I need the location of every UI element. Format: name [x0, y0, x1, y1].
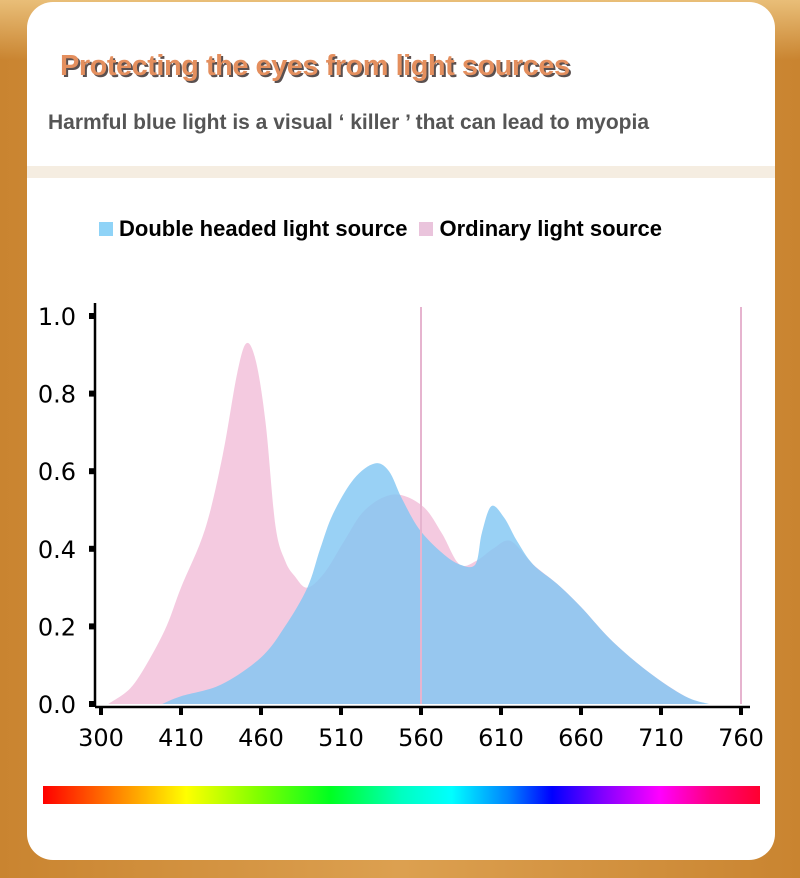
- x-tick-label: 410: [158, 724, 204, 752]
- x-tick-mark: [739, 707, 743, 715]
- legend-swatch-blue: [99, 222, 113, 236]
- x-tick-mark: [259, 707, 263, 715]
- color-spectrum-bar: [43, 786, 760, 804]
- y-tick-mark: [89, 623, 95, 630]
- y-tick-label: 1.0: [38, 303, 76, 331]
- x-tick-mark: [579, 707, 583, 715]
- x-tick-label: 460: [238, 724, 284, 752]
- legend-label: Double headed light source: [119, 216, 408, 241]
- legend-swatch-pink: [419, 222, 434, 236]
- chart-legend: Double headed light source Ordinary ligh…: [99, 216, 674, 242]
- x-tick-label: 300: [78, 724, 124, 752]
- x-tick-label: 610: [478, 724, 524, 752]
- y-tick-label: 0.4: [38, 536, 76, 564]
- x-tick-label: 710: [638, 724, 684, 752]
- y-tick-mark: [89, 390, 95, 397]
- legend-item-double-headed: Double headed light source: [99, 216, 407, 242]
- legend-label: Ordinary light source: [439, 216, 662, 241]
- x-tick-label: 760: [718, 724, 764, 752]
- x-tick-mark: [179, 707, 183, 715]
- y-tick-label: 0.6: [38, 458, 76, 486]
- y-tick-mark: [89, 701, 95, 707]
- x-tick-mark: [659, 707, 663, 715]
- legend-item-ordinary: Ordinary light source: [419, 216, 662, 242]
- y-tick-label: 0.8: [38, 381, 76, 409]
- y-tick-mark: [89, 313, 95, 319]
- y-tick-label: 0.0: [38, 691, 76, 719]
- info-card: Protecting the eyes from light sources H…: [27, 2, 775, 860]
- x-tick-mark: [99, 707, 103, 715]
- divider-band: [27, 166, 775, 178]
- x-tick-mark: [339, 707, 343, 715]
- page-title: Protecting the eyes from light sources: [60, 50, 570, 82]
- x-tick-mark: [499, 707, 503, 715]
- series-area-double-headed: [162, 463, 709, 704]
- x-tick-label: 660: [558, 724, 604, 752]
- x-tick-mark: [419, 707, 423, 715]
- x-tick-label: 510: [318, 724, 364, 752]
- y-tick-mark: [89, 545, 95, 552]
- page-subtitle: Harmful blue light is a visual ‘ killer …: [48, 111, 649, 134]
- y-tick-label: 0.2: [38, 613, 76, 641]
- y-tick-mark: [89, 468, 95, 475]
- x-tick-label: 560: [398, 724, 444, 752]
